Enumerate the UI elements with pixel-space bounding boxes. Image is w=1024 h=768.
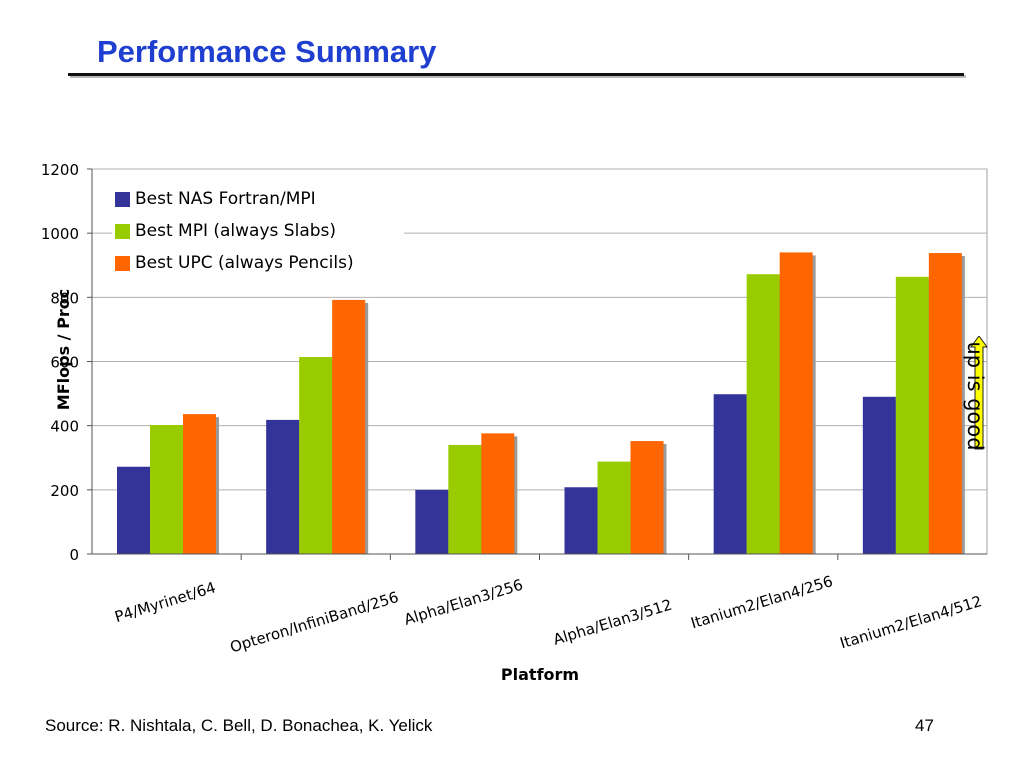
bar bbox=[630, 441, 664, 554]
y-tick-label: 0 bbox=[69, 546, 79, 564]
legend-label: Best NAS Fortran/MPI bbox=[135, 189, 316, 209]
y-tick-label: 1200 bbox=[41, 161, 79, 179]
legend-swatch bbox=[115, 191, 130, 207]
page-number: 47 bbox=[915, 716, 934, 735]
legend-swatch bbox=[115, 255, 130, 271]
chart-legend: Best NAS Fortran/MPI Best MPI (always Sl… bbox=[112, 179, 404, 273]
x-tick-label: Alpha/Elan3/512 bbox=[551, 596, 674, 649]
bar bbox=[779, 252, 813, 554]
bar bbox=[332, 299, 366, 554]
legend-item: Best UPC (always Pencils) bbox=[115, 247, 404, 279]
bar bbox=[117, 466, 150, 554]
bars bbox=[117, 252, 965, 554]
bar bbox=[597, 461, 631, 554]
y-tick-label: 400 bbox=[50, 418, 79, 436]
bar bbox=[564, 487, 598, 554]
bar bbox=[746, 274, 780, 554]
bar bbox=[862, 396, 896, 554]
bar bbox=[928, 253, 962, 554]
up-arrow-icon bbox=[970, 336, 988, 450]
y-tick-label: 800 bbox=[50, 289, 79, 307]
y-tick-label: 600 bbox=[50, 354, 79, 372]
x-tick-label: Alpha/Elan3/256 bbox=[402, 576, 525, 629]
title-divider bbox=[68, 73, 964, 76]
source-citation: Source: R. Nishtala, C. Bell, D. Bonache… bbox=[45, 716, 433, 735]
annotation-text: up is good bbox=[963, 341, 987, 451]
slide-title: Performance Summary bbox=[97, 34, 437, 69]
x-axis-label: Platform bbox=[500, 665, 580, 684]
legend-label: Best MPI (always Slabs) bbox=[135, 221, 337, 241]
legend-item: Best MPI (always Slabs) bbox=[115, 215, 404, 247]
y-axis-label-text: MFlops / Proc bbox=[54, 288, 74, 411]
legend-label: Best UPC (always Pencils) bbox=[135, 253, 354, 273]
bar bbox=[713, 394, 747, 554]
x-tick-label: Itanium2/Elan4/256 bbox=[689, 572, 835, 632]
x-tick-label: Itanium2/Elan4/512 bbox=[838, 592, 984, 652]
bar bbox=[481, 433, 515, 554]
bar bbox=[299, 357, 333, 554]
bar bbox=[415, 489, 449, 554]
axes bbox=[87, 168, 987, 560]
bar bbox=[448, 444, 482, 554]
bar bbox=[183, 414, 216, 554]
bar bbox=[895, 276, 929, 554]
y-tick-label: 200 bbox=[50, 482, 79, 500]
y-axis-label: MFlops / Proc bbox=[3, 289, 73, 410]
legend-item: Best NAS Fortran/MPI bbox=[115, 183, 404, 215]
x-tick-label: P4/Myrinet/64 bbox=[112, 578, 217, 626]
x-tick-label: Opteron/InfiniBand/256 bbox=[228, 588, 401, 656]
bar bbox=[266, 419, 300, 554]
legend-swatch bbox=[115, 223, 130, 239]
y-tick-label: 1000 bbox=[41, 225, 79, 243]
bar bbox=[150, 425, 183, 554]
